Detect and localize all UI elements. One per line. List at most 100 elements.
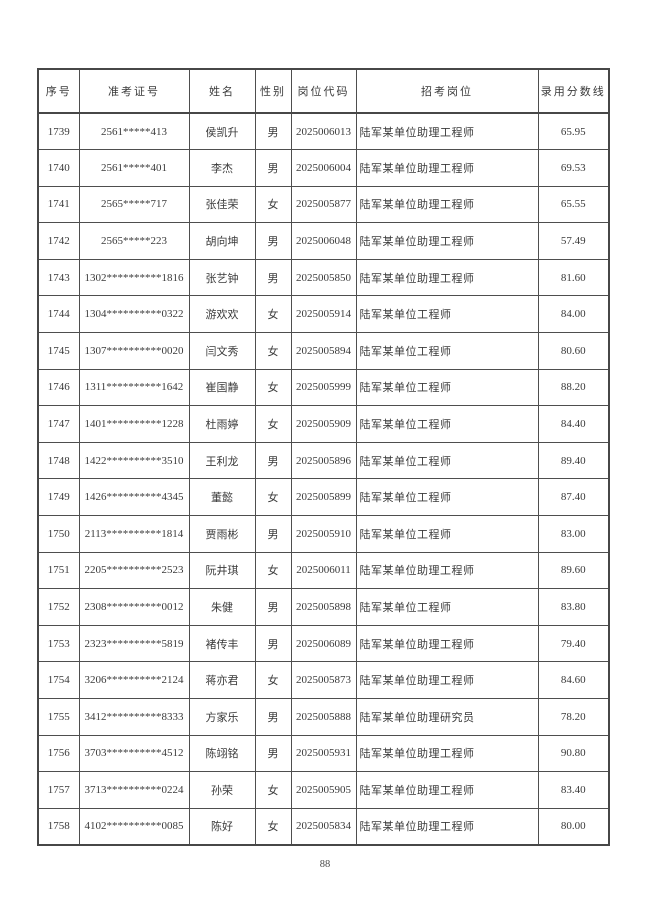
cell-ticket-no: 2561*****401 [78, 149, 190, 187]
table-row: 1746 1311**********1642 崔国静女 2025005999 陆军某单… [37, 368, 610, 407]
cell-name: 陈翊铭 [188, 734, 256, 773]
cell-score-line: 89.40 [537, 441, 610, 480]
cell-recruit-position: 陆军某单位工程师 [355, 588, 539, 626]
cell-gender: 女 [254, 478, 292, 517]
cell-name: 阮井琪 [188, 551, 256, 590]
cell-score-line: 83.40 [537, 771, 610, 809]
table-row: 1739 2561*****413 侯凯升男 2025006013 陆军某单位助理工程师… [37, 112, 610, 151]
cell-gender: 女 [254, 295, 292, 334]
cell-position-code: 2025005905 [290, 771, 357, 809]
cell-score-line: 69.53 [537, 149, 610, 187]
cell-name: 蒋亦君 [188, 661, 256, 699]
cell-gender: 女 [254, 807, 292, 846]
cell-recruit-position: 陆军某单位助理工程师 [355, 112, 539, 151]
cell-position-code: 2025005873 [290, 661, 357, 699]
table-row: 1745 1307**********0020 闫文秀女 2025005894 陆军某单… [37, 332, 610, 370]
table-header-row: 序号 准考证号 姓名 性别 岗位代码 招考岗位 录用分数线 [37, 68, 610, 114]
cell-name: 贾雨彬 [188, 515, 256, 553]
cell-name: 董懿 [188, 478, 256, 517]
cell-serial-no: 1741 [37, 185, 80, 224]
cell-gender: 男 [254, 624, 292, 663]
cell-name: 游欢欢 [188, 295, 256, 334]
table-row: 1749 1426**********4345 董懿女 2025005899 陆军某单位… [37, 478, 610, 517]
table-row: 1753 2323**********5819 褚传丰男 2025006089 陆军某单… [37, 624, 610, 663]
cell-recruit-position: 陆军某单位助理工程师 [355, 149, 539, 187]
cell-score-line: 65.95 [537, 112, 610, 151]
column-header-name: 姓名 [188, 68, 256, 114]
cell-gender: 女 [254, 661, 292, 699]
cell-ticket-no: 2561*****413 [78, 112, 190, 151]
cell-recruit-position: 陆军某单位助理工程师 [355, 551, 539, 590]
cell-recruit-position: 陆军某单位工程师 [355, 441, 539, 480]
cell-position-code: 2025006004 [290, 149, 357, 187]
table-body: 1739 2561*****413 侯凯升男 2025006013 陆军某单位助理工程师… [37, 112, 610, 846]
cell-ticket-no: 1426**********4345 [78, 478, 190, 517]
cell-recruit-position: 陆军某单位助理工程师 [355, 624, 539, 663]
cell-recruit-position: 陆军某单位工程师 [355, 295, 539, 334]
table-row: 1756 3703**********4512 陈翊铭男 2025005931 陆军某单… [37, 734, 610, 773]
cell-serial-no: 1749 [37, 478, 80, 517]
cell-ticket-no: 4102**********0085 [78, 807, 190, 846]
column-header-serial-no: 序号 [37, 68, 80, 114]
cell-position-code: 2025005910 [290, 515, 357, 553]
cell-recruit-position: 陆军某单位助理工程师 [355, 258, 539, 297]
cell-serial-no: 1744 [37, 295, 80, 334]
cell-score-line: 83.00 [537, 515, 610, 553]
table-row: 1744 1304**********0322 游欢欢女 2025005914 陆军某单… [37, 295, 610, 334]
cell-position-code: 2025006013 [290, 112, 357, 151]
cell-recruit-position: 陆军某单位助理工程师 [355, 661, 539, 699]
cell-name: 崔国静 [188, 368, 256, 407]
cell-position-code: 2025006011 [290, 551, 357, 590]
cell-score-line: 83.80 [537, 588, 610, 626]
cell-gender: 男 [254, 441, 292, 480]
cell-position-code: 2025005931 [290, 734, 357, 773]
cell-position-code: 2025005888 [290, 698, 357, 736]
cell-position-code: 2025005894 [290, 332, 357, 370]
cell-ticket-no: 1307**********0020 [78, 332, 190, 370]
cell-ticket-no: 2113**********1814 [78, 515, 190, 553]
header-row: 序号 准考证号 姓名 性别 岗位代码 招考岗位 录用分数线 [37, 68, 610, 114]
cell-gender: 男 [254, 258, 292, 297]
cell-name: 王利龙 [188, 441, 256, 480]
cell-gender: 女 [254, 332, 292, 370]
cell-ticket-no: 2323**********5819 [78, 624, 190, 663]
cell-serial-no: 1742 [37, 222, 80, 260]
column-header-position-code: 岗位代码 [290, 68, 357, 114]
cell-gender: 女 [254, 771, 292, 809]
cell-score-line: 84.40 [537, 405, 610, 443]
cell-score-line: 84.00 [537, 295, 610, 334]
cell-name: 孙荣 [188, 771, 256, 809]
cell-serial-no: 1740 [37, 149, 80, 187]
cell-gender: 男 [254, 112, 292, 151]
column-header-ticket-no: 准考证号 [78, 68, 190, 114]
cell-ticket-no: 2565*****717 [78, 185, 190, 224]
cell-position-code: 2025005999 [290, 368, 357, 407]
cell-score-line: 90.80 [537, 734, 610, 773]
cell-name: 朱健 [188, 588, 256, 626]
cell-name: 方家乐 [188, 698, 256, 736]
cell-position-code: 2025005909 [290, 405, 357, 443]
cell-score-line: 78.20 [537, 698, 610, 736]
cell-ticket-no: 1401**********1228 [78, 405, 190, 443]
cell-gender: 男 [254, 515, 292, 553]
cell-gender: 男 [254, 149, 292, 187]
table-row: 1747 1401**********1228 杜雨婷女 2025005909 陆军某单… [37, 405, 610, 443]
table-row: 1754 3206**********2124 蒋亦君女 2025005873 陆军某单… [37, 661, 610, 699]
cell-serial-no: 1756 [37, 734, 80, 773]
cell-ticket-no: 3703**********4512 [78, 734, 190, 773]
table-row: 1755 3412**********8333 方家乐男 2025005888 陆军某单… [37, 698, 610, 736]
table-row: 1743 1302**********1816 张艺钟男 2025005850 陆军某单… [37, 258, 610, 297]
table-row: 1750 2113**********1814 贾雨彬男 2025005910 陆军某单… [37, 515, 610, 553]
cell-serial-no: 1757 [37, 771, 80, 809]
cell-serial-no: 1755 [37, 698, 80, 736]
cell-name: 陈好 [188, 807, 256, 846]
cell-score-line: 87.40 [537, 478, 610, 517]
cell-ticket-no: 3713**********0224 [78, 771, 190, 809]
cell-ticket-no: 1311**********1642 [78, 368, 190, 407]
column-header-gender: 性别 [254, 68, 292, 114]
cell-score-line: 81.60 [537, 258, 610, 297]
cell-serial-no: 1747 [37, 405, 80, 443]
cell-recruit-position: 陆军某单位助理工程师 [355, 185, 539, 224]
cell-position-code: 2025005896 [290, 441, 357, 480]
cell-recruit-position: 陆军某单位助理工程师 [355, 734, 539, 773]
